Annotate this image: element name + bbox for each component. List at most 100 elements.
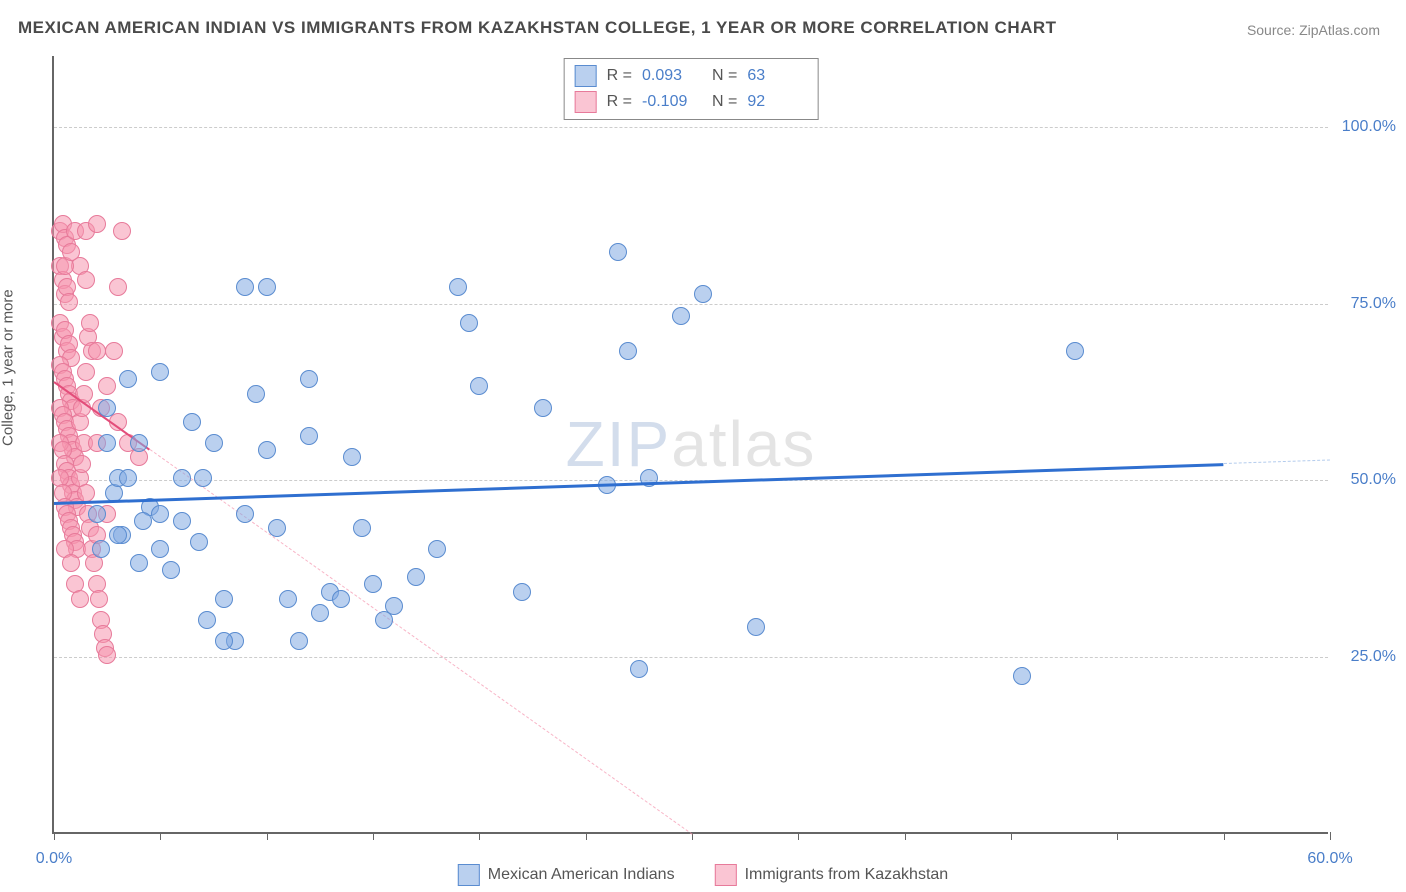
scatter-point	[81, 314, 99, 332]
scatter-point	[183, 413, 201, 431]
x-tick	[54, 832, 55, 840]
x-tick	[905, 832, 906, 840]
stat-label: R =	[607, 67, 632, 85]
scatter-point	[77, 484, 95, 502]
scatter-point	[1066, 342, 1084, 360]
scatter-point	[62, 554, 80, 572]
scatter-point	[88, 342, 106, 360]
scatter-point	[205, 434, 223, 452]
y-axis-label: College, 1 year or more	[0, 289, 17, 446]
scatter-point	[162, 561, 180, 579]
gridline	[54, 304, 1328, 305]
scatter-point	[236, 278, 254, 296]
scatter-point	[332, 590, 350, 608]
scatter-point	[98, 377, 116, 395]
stat-label: R =	[607, 93, 632, 111]
series-legend: Mexican American Indians Immigrants from …	[458, 864, 948, 886]
stat-label: N =	[712, 67, 737, 85]
scatter-point	[194, 469, 212, 487]
scatter-point	[119, 469, 137, 487]
y-tick-label: 75.0%	[1351, 295, 1396, 313]
scatter-point	[151, 363, 169, 381]
stat-r-value: 0.093	[642, 67, 702, 85]
x-tick	[160, 832, 161, 840]
x-tick	[373, 832, 374, 840]
x-tick	[267, 832, 268, 840]
scatter-point	[151, 505, 169, 523]
scatter-point	[173, 512, 191, 530]
scatter-point	[134, 512, 152, 530]
scatter-point	[173, 469, 191, 487]
scatter-point	[77, 271, 95, 289]
scatter-point	[747, 618, 765, 636]
scatter-point	[672, 307, 690, 325]
scatter-point	[290, 632, 308, 650]
scatter-point	[88, 215, 106, 233]
scatter-point	[449, 278, 467, 296]
stat-label: N =	[712, 93, 737, 111]
scatter-point	[619, 342, 637, 360]
scatter-point	[105, 342, 123, 360]
chart-title: MEXICAN AMERICAN INDIAN VS IMMIGRANTS FR…	[18, 18, 1057, 38]
x-tick	[1330, 832, 1331, 840]
scatter-point	[98, 434, 116, 452]
scatter-point	[300, 427, 318, 445]
x-tick-label: 60.0%	[1307, 850, 1352, 868]
scatter-point	[1013, 667, 1031, 685]
scatter-point	[60, 293, 78, 311]
scatter-point	[198, 611, 216, 629]
scatter-point	[385, 597, 403, 615]
scatter-point	[88, 505, 106, 523]
scatter-point	[71, 590, 89, 608]
y-tick-label: 50.0%	[1351, 471, 1396, 489]
legend-label: Immigrants from Kazakhstan	[745, 866, 949, 884]
scatter-point	[268, 519, 286, 537]
scatter-point	[109, 278, 127, 296]
scatter-point	[694, 285, 712, 303]
legend-swatch	[715, 864, 737, 886]
scatter-point	[460, 314, 478, 332]
scatter-point	[119, 370, 137, 388]
scatter-point	[90, 590, 108, 608]
watermark: ZIPatlas	[566, 407, 817, 481]
scatter-point	[353, 519, 371, 537]
legend-swatch	[575, 91, 597, 113]
scatter-point	[258, 441, 276, 459]
legend-swatch	[458, 864, 480, 886]
stats-row: R = 0.093 N = 63	[575, 63, 808, 89]
gridline	[54, 657, 1328, 658]
stats-row: R = -0.109 N = 92	[575, 89, 808, 115]
x-tick	[798, 832, 799, 840]
stat-r-value: -0.109	[642, 93, 702, 111]
scatter-point	[130, 434, 148, 452]
stat-n-value: 92	[747, 93, 807, 111]
legend-item: Mexican American Indians	[458, 864, 675, 886]
scatter-point	[190, 533, 208, 551]
stat-n-value: 63	[747, 67, 807, 85]
x-tick	[1011, 832, 1012, 840]
legend-swatch	[575, 65, 597, 87]
source-attribution: Source: ZipAtlas.com	[1247, 22, 1380, 38]
x-tick	[479, 832, 480, 840]
scatter-point	[311, 604, 329, 622]
scatter-point	[151, 540, 169, 558]
scatter-point	[98, 646, 116, 664]
scatter-point	[109, 526, 127, 544]
scatter-point	[73, 455, 91, 473]
chart-plot-area: ZIPatlas R =0.093N =63R =-0.109N =92 25.…	[52, 56, 1328, 834]
scatter-point	[343, 448, 361, 466]
scatter-point	[300, 370, 318, 388]
scatter-point	[428, 540, 446, 558]
gridline	[54, 127, 1328, 128]
legend-item: Immigrants from Kazakhstan	[715, 864, 949, 886]
scatter-point	[247, 385, 265, 403]
scatter-point	[630, 660, 648, 678]
x-tick	[1224, 832, 1225, 840]
scatter-point	[236, 505, 254, 523]
scatter-point	[215, 590, 233, 608]
scatter-point	[534, 399, 552, 417]
y-tick-label: 100.0%	[1342, 118, 1396, 136]
scatter-point	[279, 590, 297, 608]
y-tick-label: 25.0%	[1351, 648, 1396, 666]
scatter-point	[215, 632, 233, 650]
